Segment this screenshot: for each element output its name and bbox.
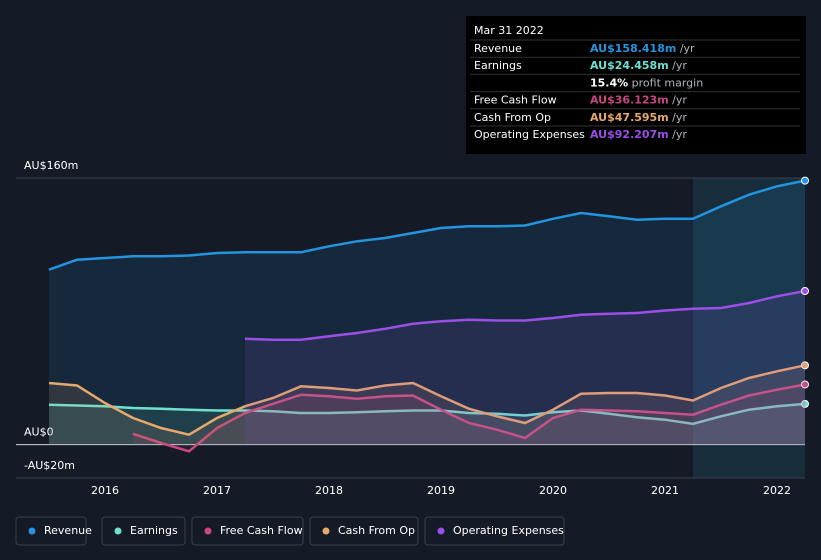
end-marker [801, 399, 809, 408]
x-tick-label: 2021 [651, 484, 679, 497]
tooltip-label: Cash From Op [474, 111, 551, 124]
series-area [133, 384, 805, 452]
legend-dot [437, 527, 445, 535]
series-line [48, 402, 806, 426]
tooltip-value: AU$92.207m /yr [590, 128, 687, 141]
x-tick-label: 2018 [315, 484, 343, 497]
series-line [48, 364, 806, 437]
unit: /yr [676, 42, 695, 55]
legend-label: Earnings [130, 524, 178, 537]
tooltip-label: Operating Expenses [474, 128, 585, 141]
x-tick-label: 2020 [539, 484, 567, 497]
value: 15.4% [590, 76, 628, 89]
tooltip-label: Free Cash Flow [474, 94, 557, 107]
x-tick-label: 2022 [763, 484, 791, 497]
value: AU$24.458m [590, 59, 669, 72]
y-tick-label: AU$0 [24, 426, 54, 439]
series-line [132, 383, 806, 453]
legend-box [309, 516, 419, 546]
unit: profit margin [628, 76, 703, 89]
value: AU$47.595m [590, 111, 669, 124]
legend-dot [204, 527, 212, 535]
end-marker [801, 286, 809, 295]
unit: /yr [669, 59, 688, 72]
x-tick-label: 2016 [91, 484, 119, 497]
legend-dot [322, 527, 330, 535]
unit: /yr [669, 111, 688, 124]
y-tick-label: -AU$20m [24, 459, 75, 472]
series-area [49, 180, 805, 445]
end-marker [801, 380, 809, 389]
x-tick-label: 2019 [427, 484, 455, 497]
legend-dot [28, 527, 36, 535]
legend-box [191, 516, 304, 546]
legend-box [15, 516, 87, 546]
tooltip-label: Revenue [474, 42, 522, 55]
legend-item[interactable]: Earnings [101, 516, 186, 546]
series-area [49, 365, 805, 445]
y-tick-label: AU$160m [24, 159, 78, 172]
value: AU$158.418m [590, 42, 676, 55]
x-tick-label: 2017 [203, 484, 231, 497]
value: AU$36.123m [590, 94, 669, 107]
legend-item[interactable]: Free Cash Flow [191, 516, 304, 546]
series-line [244, 289, 806, 341]
legend-dot [114, 527, 122, 535]
end-marker [801, 176, 809, 185]
end-marker [801, 361, 809, 370]
legend-box [424, 516, 565, 546]
unit: /yr [669, 94, 688, 107]
series-area [49, 403, 805, 445]
tooltip-value: AU$24.458m /yr [590, 59, 687, 72]
tooltip-box [466, 16, 806, 154]
tooltip-value: AU$36.123m /yr [590, 94, 687, 107]
value: AU$92.207m [590, 128, 669, 141]
legend-item[interactable]: Revenue [15, 516, 92, 546]
legend-item[interactable]: Operating Expenses [424, 516, 565, 546]
legend-label: Revenue [44, 524, 92, 537]
legend-label: Cash From Op [338, 524, 415, 537]
tooltip-value: AU$158.418m /yr [590, 42, 695, 55]
highlight-region [693, 178, 805, 478]
tooltip-value: 15.4% profit margin [590, 76, 703, 89]
unit: /yr [669, 128, 688, 141]
legend-label: Operating Expenses [453, 524, 564, 537]
tooltip-value: AU$47.595m /yr [590, 111, 687, 124]
tooltip: Mar 31 2022 Revenue AU$158.418m /yr Earning… [466, 16, 806, 154]
tooltip-date: Mar 31 2022 [474, 24, 544, 37]
legend-box [101, 516, 186, 546]
series-line [48, 179, 806, 271]
tooltip-label: Earnings [474, 59, 522, 72]
legend-item[interactable]: Cash From Op [309, 516, 419, 546]
legend-label: Free Cash Flow [220, 524, 303, 537]
